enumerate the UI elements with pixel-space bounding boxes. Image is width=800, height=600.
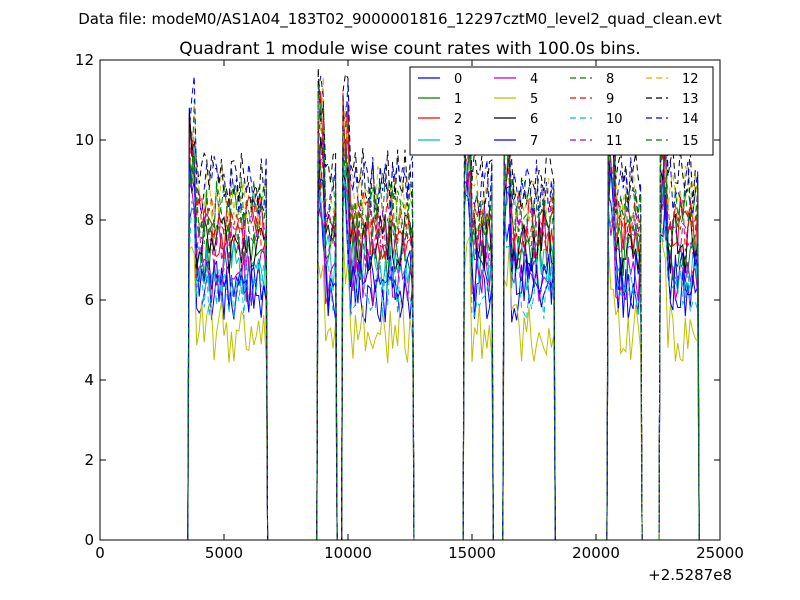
- legend-label-4: 4: [530, 72, 538, 87]
- legend-label-3: 3: [454, 134, 462, 149]
- series-line-15: [184, 86, 700, 540]
- legend-label-7: 7: [530, 134, 538, 149]
- legend-label-10: 10: [606, 112, 623, 127]
- y-tick-label: 6: [84, 291, 94, 309]
- series-line-8: [184, 92, 700, 540]
- series-line-13: [184, 67, 700, 540]
- legend-label-12: 12: [682, 72, 699, 87]
- legend-label-14: 14: [682, 112, 699, 127]
- suptitle: Data file: modeM0/AS1A04_183T02_90000018…: [78, 10, 722, 29]
- series-line-11: [184, 110, 700, 540]
- legend-label-11: 11: [606, 134, 623, 149]
- legend-label-5: 5: [530, 92, 538, 107]
- y-tick-label: 4: [84, 371, 94, 389]
- series-line-14: [184, 75, 700, 540]
- y-tick-label: 10: [75, 131, 94, 149]
- legend-frame: [409, 66, 714, 156]
- legend-label-13: 13: [682, 92, 699, 107]
- legend-label-2: 2: [454, 112, 462, 127]
- x-offset-label: +2.5287e8: [648, 566, 732, 584]
- series-line-1: [184, 119, 700, 540]
- legend-label-1: 1: [454, 92, 462, 107]
- legend-label-9: 9: [606, 92, 614, 107]
- x-tick-label: 20000: [572, 544, 620, 562]
- x-tick-label: 25000: [696, 544, 744, 562]
- x-tick-label: 15000: [448, 544, 496, 562]
- legend-label-15: 15: [682, 134, 699, 149]
- series-line-5: [184, 229, 700, 540]
- y-tick-label: 2: [84, 451, 94, 469]
- series-line-7: [184, 154, 700, 540]
- x-tick-label: 5000: [205, 544, 243, 562]
- x-tick-label: 0: [95, 544, 105, 562]
- y-tick-label: 8: [84, 211, 94, 229]
- y-tick-label: 0: [84, 531, 94, 549]
- legend-label-8: 8: [606, 72, 614, 87]
- series-layer: [184, 67, 700, 540]
- y-tick-label: 12: [75, 51, 94, 69]
- x-tick-label: 10000: [324, 544, 372, 562]
- chart-title: Quadrant 1 module wise count rates with …: [179, 39, 640, 59]
- legend-label-6: 6: [530, 112, 538, 127]
- legend-label-0: 0: [454, 72, 462, 87]
